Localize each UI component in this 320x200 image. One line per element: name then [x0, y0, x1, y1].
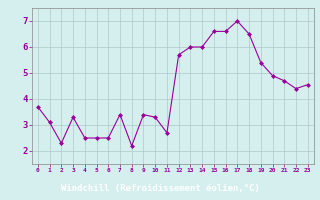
Text: Windchill (Refroidissement éolien,°C): Windchill (Refroidissement éolien,°C) — [60, 184, 260, 192]
